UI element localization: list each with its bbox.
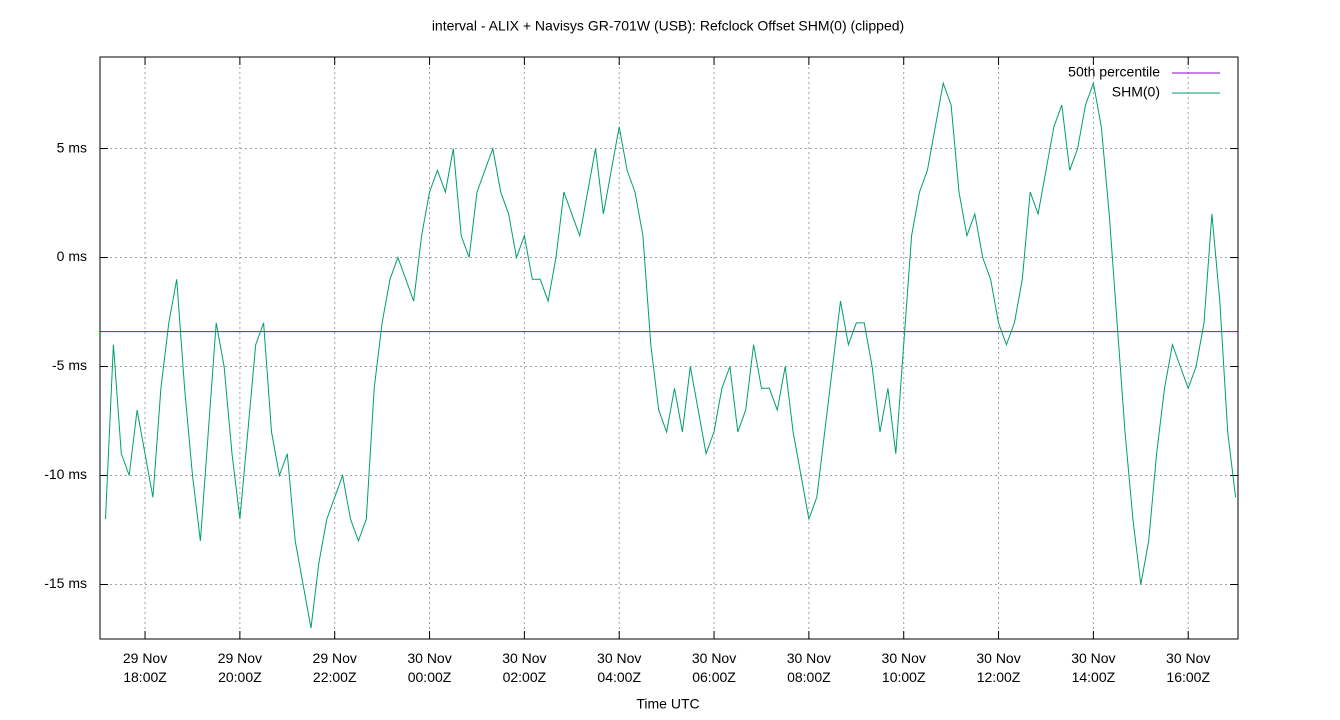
plot-area (100, 81, 1238, 629)
y-tick-label: -15 ms (44, 575, 87, 591)
y-tick-label: 0 ms (57, 248, 87, 264)
x-tick-label: 29 Nov 20:00Z (218, 650, 262, 685)
x-tick-label: 30 Nov 06:00Z (692, 650, 736, 685)
y-tick-label: -5 ms (52, 357, 87, 373)
chart-title: interval - ALIX + Navisys GR-701W (USB):… (432, 18, 904, 34)
legend-label: SHM(0) (1112, 84, 1160, 100)
x-tick-label: 30 Nov 00:00Z (407, 650, 451, 685)
plot-frame (99, 56, 1239, 640)
y-tick-label: 5 ms (57, 139, 87, 155)
x-tick-label: 30 Nov 14:00Z (1071, 650, 1115, 685)
x-tick-label: 30 Nov 12:00Z (976, 650, 1020, 685)
x-tick-label: 30 Nov 16:00Z (1166, 650, 1210, 685)
x-tick-label: 29 Nov 18:00Z (123, 650, 167, 685)
legend-label: 50th percentile (1068, 64, 1160, 80)
y-tick-label: -10 ms (44, 466, 87, 482)
x-tick-label: 29 Nov 22:00Z (313, 650, 357, 685)
x-axis-label: Time UTC (636, 696, 699, 712)
x-tick-label: 30 Nov 04:00Z (597, 650, 641, 685)
x-tick-label: 30 Nov 02:00Z (502, 650, 546, 685)
data-line (105, 81, 1237, 629)
x-tick-label: 30 Nov 08:00Z (787, 650, 831, 685)
x-tick-label: 30 Nov 10:00Z (882, 650, 926, 685)
